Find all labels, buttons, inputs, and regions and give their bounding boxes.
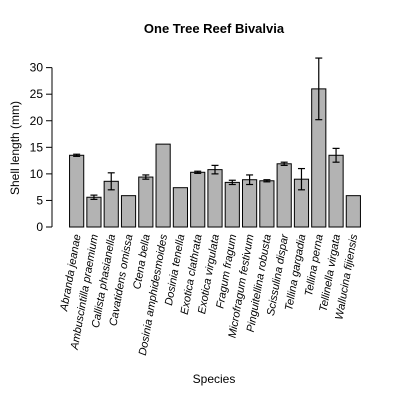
error-bar [142, 174, 150, 180]
y-tick-label: 20 [30, 114, 44, 128]
bar [190, 171, 206, 228]
bar [69, 154, 85, 228]
error-bar [297, 167, 305, 191]
y-tick-label: 25 [30, 87, 44, 101]
error-bar [228, 179, 236, 186]
bar [207, 169, 223, 228]
bar [242, 179, 258, 228]
y-tick-label: 30 [30, 61, 44, 75]
error-bar [211, 164, 219, 175]
bar [138, 176, 154, 228]
error-bar [280, 161, 288, 166]
y-axis-title: Shell length (mm) [8, 101, 22, 195]
y-tick-label: 15 [30, 140, 44, 154]
y-tick-label: 5 [36, 193, 43, 207]
bar [276, 163, 292, 228]
bar-series [69, 88, 361, 228]
bar [259, 180, 275, 228]
error-bar-series [73, 57, 340, 200]
bar [172, 187, 189, 228]
bar [120, 195, 137, 228]
y-axis: 0 5 10 15 20 25 30 [30, 61, 53, 234]
bar [155, 143, 171, 228]
error-bar [194, 170, 202, 174]
y-tick-label: 10 [30, 167, 44, 181]
error-bar [332, 147, 340, 163]
bar [345, 195, 361, 228]
error-bar [263, 179, 271, 183]
bar [328, 154, 344, 228]
y-tick-label: 0 [36, 220, 43, 234]
bar [86, 196, 102, 228]
error-bar [107, 172, 115, 191]
chart-title: One Tree Reef Bivalvia [144, 21, 285, 36]
error-bar [73, 153, 81, 157]
error-bar [246, 174, 254, 186]
bar [224, 181, 240, 228]
error-bar [90, 194, 98, 200]
error-bar [315, 57, 323, 121]
x-axis-title: Species [193, 372, 236, 386]
